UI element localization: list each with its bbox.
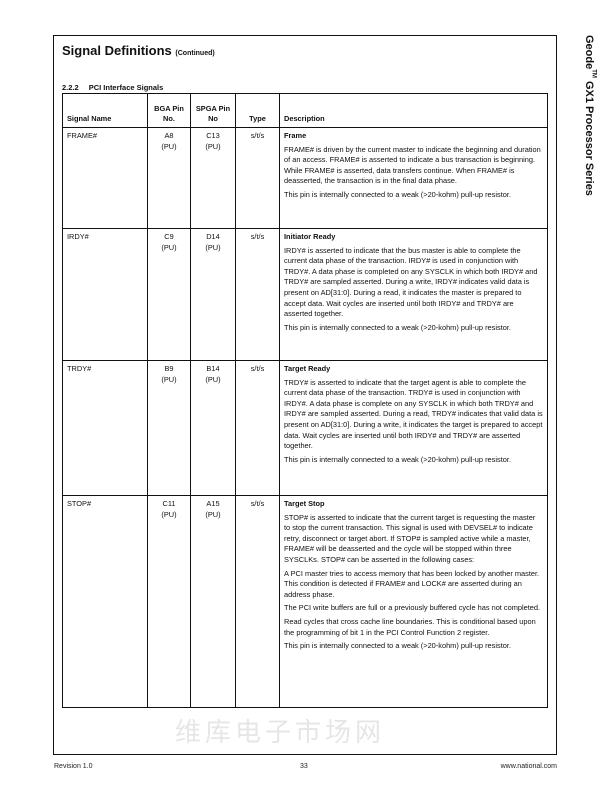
bga-pin: B9 (PU): [147, 360, 191, 496]
page-title: Signal Definitions (Continued): [62, 43, 215, 58]
signal-name: TRDY#: [62, 360, 148, 496]
title-suffix: (Continued): [175, 50, 215, 57]
description-paragraph: IRDY# is asserted to indicate that the b…: [284, 245, 538, 319]
signal-type: s/t/s: [235, 228, 280, 361]
signal-name: STOP#: [62, 495, 148, 708]
signal-description: Initiator Ready IRDY# is asserted to indi…: [279, 228, 548, 361]
header-description: Description: [279, 93, 548, 128]
description-paragraph: Read cycles that cross cache line bounda…: [284, 616, 536, 637]
section-heading: 2.2.2 PCI Interface Signals: [62, 83, 163, 92]
spga-pin: B14 (PU): [190, 360, 236, 496]
footer-revision: Revision 1.0: [54, 763, 93, 770]
bga-pin: C11 (PU): [147, 495, 191, 708]
footer-page-number: 33: [300, 763, 308, 770]
header-type: Type: [235, 93, 280, 128]
signal-table: Signal Name BGA Pin No. SPGA Pin No Type…: [62, 93, 548, 708]
bga-pin: A8 (PU): [147, 127, 191, 229]
description-paragraph: FRAME# is driven by the current master t…: [284, 144, 541, 186]
description-heading: Target Stop: [284, 499, 325, 508]
page-frame: [53, 35, 557, 755]
signal-description: Target Stop STOP# is asserted to indicate…: [279, 495, 548, 708]
description-paragraph: TRDY# is asserted to indicate that the t…: [284, 377, 543, 451]
product-series-label: GeodeTM GX1 Processor Series: [583, 35, 597, 196]
description-paragraph: STOP# is asserted to indicate that the c…: [284, 512, 536, 564]
signal-name: FRAME#: [62, 127, 148, 229]
description-heading: Initiator Ready: [284, 232, 336, 241]
table-row: IRDY# C9 (PU) D14 (PU) s/t/s Initiator Rea…: [62, 228, 548, 361]
signal-name: IRDY#: [62, 228, 148, 361]
signal-type: s/t/s: [235, 495, 280, 708]
signal-type: s/t/s: [235, 360, 280, 496]
header-signal-name: Signal Name: [62, 93, 148, 128]
signal-type: s/t/s: [235, 127, 280, 229]
description-paragraph: This pin is internally connected to a we…: [284, 641, 511, 651]
spga-pin: C13 (PU): [190, 127, 236, 229]
footer-url: www.national.com: [500, 763, 557, 770]
bga-pin: C9 (PU): [147, 228, 191, 361]
description-paragraph: This pin is internally connected to a we…: [284, 454, 511, 464]
watermark: 维库电子市场网: [175, 718, 386, 748]
spga-pin: D14 (PU): [190, 228, 236, 361]
section-title: PCI Interface Signals: [88, 83, 164, 92]
signal-description: Target Ready TRDY# is asserted to indicat…: [279, 360, 548, 496]
description-paragraph: The PCI write buffers are full or a prev…: [284, 603, 541, 613]
table-row: TRDY# B9 (PU) B14 (PU) s/t/s Target Ready T…: [62, 360, 548, 496]
description-heading: Frame: [284, 131, 307, 140]
header-bga: BGA Pin No.: [147, 93, 191, 128]
header-spga: SPGA Pin No: [190, 93, 236, 128]
description-paragraph: This pin is internally connected to a we…: [284, 189, 511, 199]
spga-pin: A15 (PU): [190, 495, 236, 708]
description-heading: Target Ready: [284, 364, 331, 373]
description-paragraph: This pin is internally connected to a we…: [284, 322, 511, 332]
table-row: STOP# C11 (PU) A15 (PU) s/t/s Target Stop S…: [62, 495, 548, 708]
section-number: 2.2.2: [62, 83, 79, 92]
description-paragraph: A PCI master tries to access memory that…: [284, 568, 540, 599]
signal-description: Frame FRAME# is driven by the current mas…: [279, 127, 548, 229]
table-row: FRAME# A8 (PU) C13 (PU) s/t/s Frame FRAME# …: [62, 127, 548, 229]
